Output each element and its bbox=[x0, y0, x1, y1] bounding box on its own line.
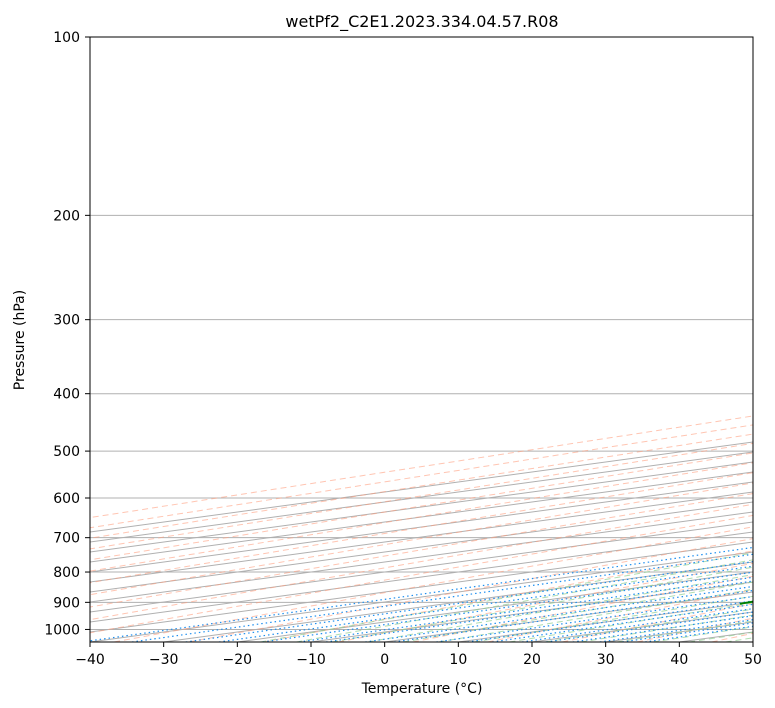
plot-frame bbox=[89, 36, 754, 643]
y-tick-label: 800 bbox=[53, 565, 80, 581]
mixing-ratio-line bbox=[131, 553, 753, 642]
isotherm-line bbox=[90, 521, 753, 613]
x-axis: −40 −30 −20 −10 0 10 20 30 40 50 bbox=[75, 642, 762, 668]
x-tick-label: 0 bbox=[380, 652, 389, 668]
dry-adiabat bbox=[90, 493, 753, 608]
moist-adiabat bbox=[509, 602, 753, 642]
isotherm-line bbox=[90, 461, 753, 553]
dry-adiabat bbox=[114, 526, 753, 642]
mixing-ratio-line bbox=[262, 571, 753, 642]
y-tick-label: 200 bbox=[53, 208, 80, 224]
chart-title: wetPf2_C2E1.2023.334.04.57.R08 bbox=[285, 12, 558, 32]
x-tick-label: −30 bbox=[149, 652, 179, 668]
isotherm-line bbox=[90, 481, 753, 573]
x-tick-label: 30 bbox=[597, 652, 615, 668]
y-tick-label: 500 bbox=[53, 444, 80, 460]
moist-adiabat bbox=[296, 559, 753, 642]
moist-adiabat bbox=[332, 566, 753, 642]
moist-adiabat bbox=[438, 588, 753, 642]
isotherm-line bbox=[90, 531, 753, 623]
mixing-ratio-line bbox=[218, 565, 753, 642]
dry-adiabat bbox=[90, 452, 753, 561]
y-tick-label: 700 bbox=[53, 531, 80, 547]
x-tick-label: 20 bbox=[523, 652, 541, 668]
y-tick-label: 900 bbox=[53, 595, 80, 611]
dry-adiabat bbox=[90, 433, 753, 539]
x-tick-label: 10 bbox=[449, 652, 467, 668]
x-tick-label: 50 bbox=[744, 652, 762, 668]
y-axis-label: Pressure (hPa) bbox=[12, 290, 28, 390]
y-tick-label: 600 bbox=[53, 491, 80, 507]
dry-adiabat bbox=[188, 538, 753, 642]
x-axis-label: Temperature (°C) bbox=[361, 681, 483, 697]
mixing-ratio-line bbox=[299, 576, 753, 642]
isotherm-line bbox=[90, 501, 753, 593]
x-tick-label: 40 bbox=[670, 652, 688, 668]
dry-adiabat bbox=[412, 575, 753, 642]
background-lines bbox=[90, 37, 753, 642]
mixing-ratio-line bbox=[185, 561, 753, 642]
x-tick-label: −10 bbox=[296, 652, 326, 668]
isotherm-line bbox=[90, 451, 753, 543]
y-tick-label: 1000 bbox=[44, 622, 80, 638]
y-tick-label: 100 bbox=[53, 30, 80, 46]
isotherm-line bbox=[90, 491, 753, 583]
y-tick-label: 400 bbox=[53, 387, 80, 403]
x-tick-label: −40 bbox=[75, 652, 105, 668]
dry-adiabat bbox=[90, 442, 753, 550]
x-tick-label: −20 bbox=[223, 652, 253, 668]
y-axis: 100 200 300 400 500 600 700 800 900 1000 bbox=[44, 30, 90, 638]
isotherm-line bbox=[90, 471, 753, 563]
y-tick-label: 300 bbox=[53, 313, 80, 329]
dry-adiabat bbox=[90, 503, 753, 621]
